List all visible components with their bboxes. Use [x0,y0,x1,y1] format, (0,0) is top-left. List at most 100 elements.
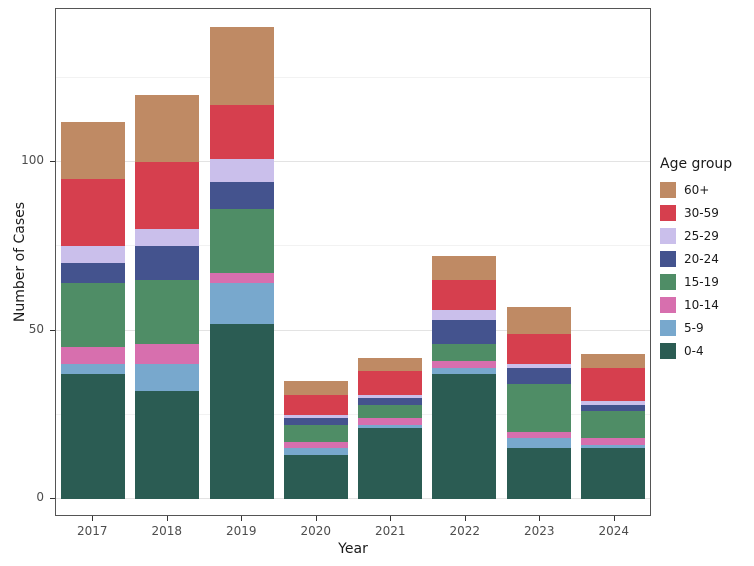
segment-5-9 [61,364,126,375]
segment-0-4 [283,455,348,499]
segment-5-9 [432,367,497,375]
segment-30-59 [61,178,126,247]
gridline-major [56,161,650,162]
legend-key-swatch [660,251,676,267]
x-tick-mark [464,516,466,521]
x-tick-mark [92,516,94,521]
segment-25-29 [580,401,645,405]
x-tick-label: 2020 [300,524,332,538]
bar-column-2024 [576,9,650,515]
plot-panel [55,8,651,516]
segment-25-29 [506,364,571,368]
x-tick-label: 2023 [523,524,555,538]
legend-item-label: 15-19 [684,275,719,289]
segment-60+ [580,354,645,368]
x-axis-title: Year [338,541,368,557]
x-tick-mark [315,516,317,521]
segment-10-14 [283,441,348,449]
stacked-bar-2020 [283,381,348,499]
gridline-minor [56,413,650,415]
bar-column-2019 [205,9,279,515]
segment-0-4 [209,323,274,499]
segment-15-19 [61,283,126,348]
segment-15-19 [209,209,274,274]
segment-5-9 [135,364,200,392]
x-tick-mark [241,516,243,521]
segment-60+ [61,121,126,179]
legend-item-15-19: 15-19 [660,274,732,290]
segment-10-14 [61,347,126,365]
segment-25-29 [358,394,423,398]
legend-key-swatch [660,297,676,313]
legend-item-label: 20-24 [684,252,719,266]
legend-item-label: 30-59 [684,206,719,220]
x-tick-label: 2017 [76,524,108,538]
segment-5-9 [283,448,348,456]
segment-10-14 [135,344,200,365]
segment-15-19 [432,344,497,361]
segment-20-24 [506,367,571,385]
segment-30-59 [432,279,497,311]
segment-0-4 [358,428,423,499]
gridline-minor [56,76,650,78]
segment-15-19 [358,404,423,419]
segment-15-19 [506,384,571,432]
segment-15-19 [580,411,645,439]
stacked-bar-2019 [209,27,274,499]
segment-20-24 [135,246,200,280]
segment-0-4 [135,391,200,499]
bar-column-2017 [56,9,130,515]
stacked-bar-2017 [61,121,126,499]
segment-0-4 [61,374,126,499]
gridline-major [56,329,650,331]
x-tick-mark [390,516,392,521]
legend-item-label: 25-29 [684,229,719,243]
segment-60+ [358,357,423,371]
legend-item-label: 60+ [684,183,710,197]
legend-key-swatch [660,182,676,198]
x-tick-mark [613,516,615,521]
legend-item-label: 10-14 [684,298,719,312]
segment-30-59 [358,371,423,395]
legend-item-label: 0-4 [684,344,704,358]
legend-key-swatch [660,205,676,221]
stacked-bar-2022 [432,256,497,499]
bar-column-2021 [353,9,427,515]
segment-0-4 [506,448,571,499]
segment-60+ [432,256,497,280]
y-tick-mark [50,498,55,499]
bar-column-2023 [502,9,576,515]
x-tick-mark [166,516,168,521]
segment-60+ [209,27,274,105]
segment-5-9 [580,445,645,449]
legend-item-10-14: 10-14 [660,297,732,313]
gridline-major [56,498,650,499]
segment-60+ [283,381,348,395]
legend: Age group 60+ 30-59 25-29 20-24 15-19 10-14 5-… [660,156,732,366]
segment-5-9 [506,438,571,449]
legend-item-25-29: 25-29 [660,228,732,244]
segment-20-24 [61,263,126,284]
legend-key-swatch [660,228,676,244]
segment-15-19 [283,424,348,442]
segment-20-24 [432,320,497,344]
gridline-minor [56,245,650,247]
segment-15-19 [135,279,200,344]
bar-column-2018 [130,9,204,515]
legend-key-swatch [660,274,676,290]
stacked-bar-2024 [580,354,645,499]
segment-25-29 [135,229,200,247]
segment-25-29 [209,158,274,183]
y-tick-label: 100 [21,153,44,167]
segment-60+ [135,94,200,163]
segment-25-29 [283,414,348,419]
segment-20-24 [358,397,423,405]
segment-10-14 [209,273,274,284]
stacked-bar-2023 [506,306,571,499]
segment-30-59 [209,104,274,159]
x-tick-label: 2021 [374,524,406,538]
legend-key-swatch [660,343,676,359]
segment-30-59 [283,394,348,415]
segment-0-4 [580,448,645,499]
segment-20-24 [209,182,274,210]
